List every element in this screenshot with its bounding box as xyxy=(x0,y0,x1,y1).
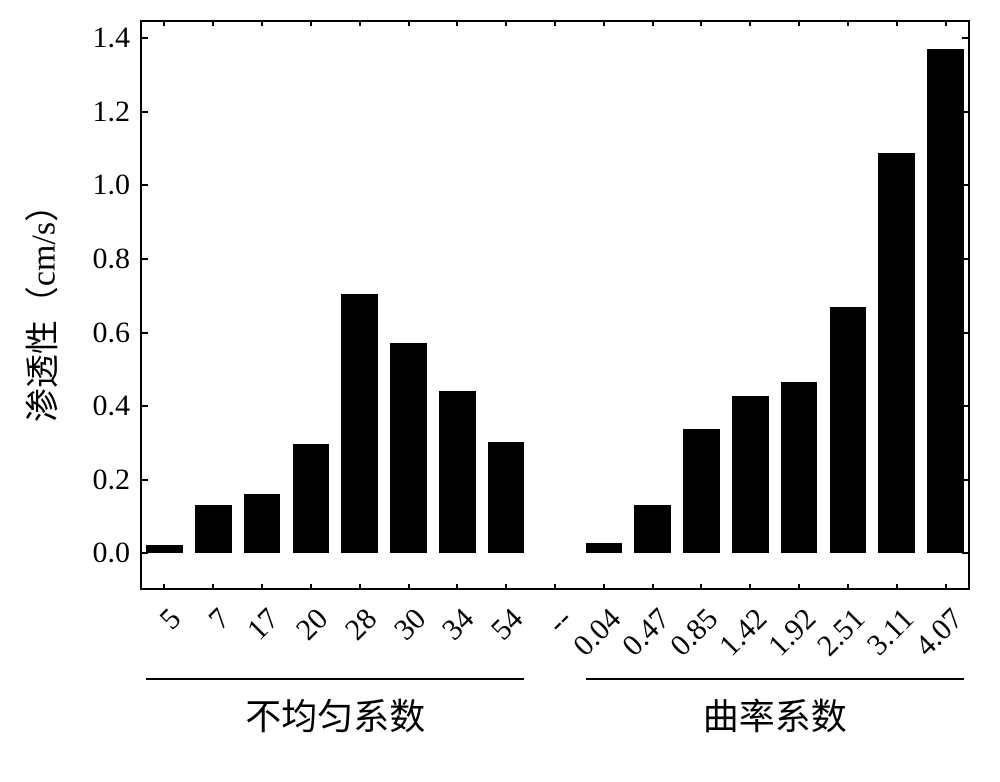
y-tick-label: 0.6 xyxy=(93,316,131,350)
y-tick xyxy=(140,479,148,481)
x-tick xyxy=(212,584,214,590)
bar xyxy=(634,505,671,554)
bar xyxy=(586,543,623,553)
x-tick xyxy=(749,584,751,590)
y-tick-label: 1.0 xyxy=(93,168,131,202)
x-tick xyxy=(505,20,507,26)
x-tick xyxy=(945,20,947,26)
bar xyxy=(830,307,867,553)
group-underline xyxy=(586,678,964,680)
x-tick xyxy=(896,20,898,26)
group-underline xyxy=(146,678,524,680)
chart-container: 渗透性（cm/s） 0.00.20.40.60.81.01.21.4 57172… xyxy=(0,0,1000,782)
x-tick-label: 0.85 xyxy=(664,602,725,663)
x-tick-label: 34 xyxy=(436,602,481,647)
y-tick xyxy=(962,184,970,186)
bar xyxy=(488,442,525,553)
bar xyxy=(781,382,818,553)
y-tick-label: 1.4 xyxy=(93,21,131,55)
y-tick xyxy=(140,37,148,39)
y-tick-label: 0.2 xyxy=(93,463,131,497)
x-tick-label: 20 xyxy=(290,602,335,647)
x-tick xyxy=(212,20,214,26)
y-tick xyxy=(140,332,148,334)
x-tick xyxy=(163,20,165,26)
y-tick-label: 1.2 xyxy=(93,95,131,129)
x-tick xyxy=(310,584,312,590)
bar xyxy=(732,396,769,553)
x-tick-label: 17 xyxy=(241,602,286,647)
x-tick xyxy=(945,584,947,590)
bar xyxy=(341,294,378,553)
y-tick xyxy=(140,184,148,186)
x-tick xyxy=(261,584,263,590)
x-tick-label: 7 xyxy=(203,602,238,637)
y-tick xyxy=(962,37,970,39)
y-tick xyxy=(962,552,970,554)
bar xyxy=(146,545,183,553)
x-tick-label: 54 xyxy=(485,602,530,647)
x-tick xyxy=(847,20,849,26)
x-tick xyxy=(798,584,800,590)
x-tick xyxy=(554,584,556,590)
x-tick-label: 0.47 xyxy=(616,602,677,663)
x-tick xyxy=(652,584,654,590)
x-tick xyxy=(163,584,165,590)
bar xyxy=(390,343,427,554)
x-tick xyxy=(359,584,361,590)
x-tick-label: 1.92 xyxy=(762,602,823,663)
bar xyxy=(878,153,915,553)
group-label: 不均匀系数 xyxy=(245,688,425,740)
y-tick xyxy=(962,405,970,407)
x-tick-label: 4.07 xyxy=(908,602,969,663)
x-tick-label: 2.51 xyxy=(811,602,872,663)
y-tick-label: 0.0 xyxy=(93,536,131,570)
y-tick-label: 0.8 xyxy=(93,242,131,276)
x-tick xyxy=(310,20,312,26)
x-tick xyxy=(456,584,458,590)
x-tick xyxy=(896,584,898,590)
x-tick xyxy=(798,20,800,26)
x-tick xyxy=(700,584,702,590)
bar xyxy=(244,494,281,553)
plot-area xyxy=(140,20,970,590)
plot-border-right xyxy=(968,20,970,590)
bar xyxy=(293,444,330,553)
x-tick-label: 28 xyxy=(338,602,383,647)
x-tick-label: 30 xyxy=(387,602,432,647)
x-tick-label: 0.04 xyxy=(567,602,628,663)
y-tick xyxy=(140,552,148,554)
x-tick xyxy=(749,20,751,26)
x-tick xyxy=(408,584,410,590)
x-tick-label: 1.42 xyxy=(713,602,774,663)
y-tick xyxy=(962,479,970,481)
y-axis-title: 渗透性（cm/s） xyxy=(16,188,65,422)
x-tick xyxy=(603,20,605,26)
x-tick xyxy=(359,20,361,26)
group-label: 曲率系数 xyxy=(703,688,847,740)
x-tick xyxy=(261,20,263,26)
x-tick xyxy=(652,20,654,26)
y-axis-line xyxy=(140,20,142,590)
x-tick xyxy=(505,584,507,590)
y-tick xyxy=(962,258,970,260)
x-tick xyxy=(456,20,458,26)
x-tick-label: 3.11 xyxy=(860,602,920,662)
bar xyxy=(927,49,964,553)
y-tick xyxy=(140,111,148,113)
y-tick xyxy=(962,332,970,334)
x-tick xyxy=(603,584,605,590)
x-tick xyxy=(700,20,702,26)
bar xyxy=(439,391,476,553)
x-tick xyxy=(847,584,849,590)
y-tick xyxy=(962,111,970,113)
bar xyxy=(683,429,720,553)
x-tick-label: 5 xyxy=(154,602,189,637)
bar xyxy=(195,505,232,553)
y-tick xyxy=(140,258,148,260)
y-tick-label: 0.4 xyxy=(93,389,131,423)
x-tick xyxy=(554,20,556,26)
y-tick xyxy=(140,405,148,407)
x-tick xyxy=(408,20,410,26)
